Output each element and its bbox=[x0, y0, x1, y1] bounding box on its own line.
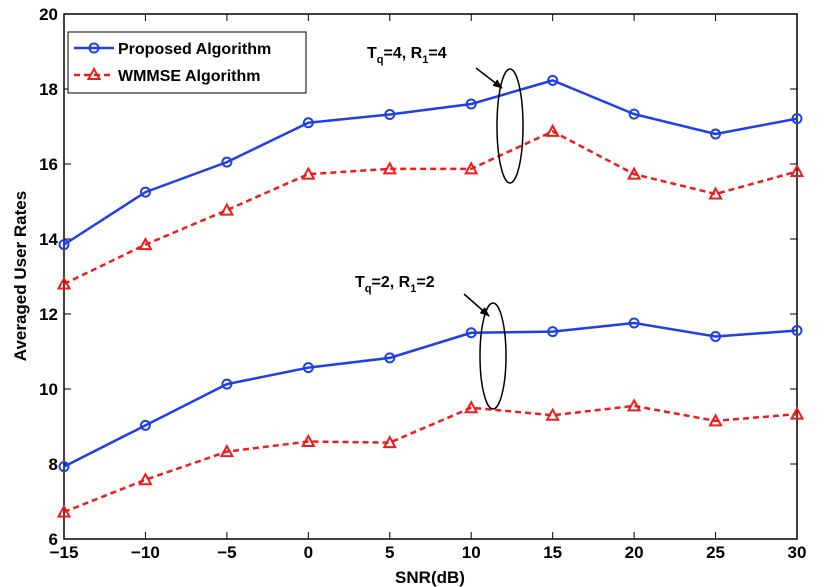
x-tick-label: 10 bbox=[462, 543, 481, 562]
legend-entry-wmmse: WMMSE Algorithm bbox=[74, 66, 261, 85]
data-point bbox=[626, 398, 642, 412]
data-point bbox=[56, 276, 72, 290]
y-tick-label: 12 bbox=[39, 305, 58, 324]
y-tick-label: 18 bbox=[39, 80, 58, 99]
data-point bbox=[138, 472, 153, 486]
data-point bbox=[384, 352, 396, 364]
x-tick-label: −15 bbox=[50, 543, 79, 562]
plot-area bbox=[63, 13, 798, 540]
data-point bbox=[791, 325, 803, 336]
data-point bbox=[219, 202, 235, 216]
data-point bbox=[547, 74, 559, 86]
series-line bbox=[63, 79, 798, 246]
y-tick-label: 16 bbox=[39, 155, 58, 174]
axes: −15 −10 −5 0 5 10 15 20 25 30 6 8 10 12 14 16 18 20 bbox=[39, 5, 806, 562]
data-point bbox=[219, 444, 235, 458]
series-line bbox=[63, 404, 798, 514]
data-point bbox=[56, 504, 72, 518]
data-point bbox=[628, 317, 640, 329]
series-wmmse-tq4 bbox=[56, 123, 805, 290]
data-point bbox=[545, 407, 560, 421]
y-tick-label: 14 bbox=[39, 230, 58, 249]
data-point bbox=[547, 326, 559, 338]
annotation-arrow bbox=[475, 67, 503, 89]
legend-circle-marker bbox=[88, 42, 100, 54]
data-point bbox=[464, 400, 479, 414]
data-point bbox=[464, 161, 479, 175]
data-point bbox=[221, 378, 233, 390]
series-line bbox=[63, 321, 798, 468]
data-point bbox=[301, 166, 316, 180]
data-point bbox=[301, 433, 316, 447]
x-tick-label: −10 bbox=[131, 543, 160, 562]
y-tick-label: 8 bbox=[49, 455, 58, 474]
data-point bbox=[626, 166, 642, 180]
data-point bbox=[58, 239, 70, 251]
data-point bbox=[708, 413, 723, 427]
legend-box bbox=[67, 31, 307, 94]
data-point bbox=[708, 186, 723, 200]
annotation-label: Tq=2, R1=2 bbox=[355, 274, 435, 295]
y-tick-label: 20 bbox=[39, 5, 58, 24]
series-line bbox=[63, 130, 798, 286]
data-point bbox=[465, 98, 477, 110]
x-tick-label: 30 bbox=[788, 543, 807, 562]
series-layer bbox=[56, 74, 805, 518]
data-point bbox=[221, 156, 233, 168]
legend-triangle-marker bbox=[86, 66, 102, 80]
y-tick-label: 10 bbox=[39, 380, 58, 399]
data-point bbox=[791, 113, 803, 125]
data-point bbox=[710, 128, 722, 140]
x-tick-label: 15 bbox=[543, 543, 562, 562]
legend: Proposed Algorithm WMMSE Algorithm bbox=[67, 31, 307, 94]
series-proposed-tq2 bbox=[58, 317, 803, 473]
x-tick-label: 25 bbox=[706, 543, 725, 562]
series-wmmse-tq2 bbox=[56, 398, 805, 518]
data-point bbox=[382, 435, 397, 449]
annotation-tq4-r14: Tq=4, R1=4 bbox=[367, 45, 524, 184]
series-proposed-tq4 bbox=[58, 74, 803, 251]
legend-label-proposed: Proposed Algorithm bbox=[118, 41, 271, 58]
data-point bbox=[465, 327, 477, 339]
data-point bbox=[302, 117, 314, 129]
x-axis-label: SNR(dB) bbox=[395, 568, 465, 587]
annotation-tq2-r12: Tq=2, R1=2 bbox=[355, 274, 507, 410]
data-point bbox=[545, 123, 560, 137]
data-point bbox=[628, 108, 640, 120]
data-point bbox=[302, 362, 314, 374]
data-point bbox=[382, 161, 397, 175]
data-point bbox=[710, 331, 722, 342]
y-tick-label: 6 bbox=[49, 530, 58, 549]
annotation-label: Tq=4, R1=4 bbox=[367, 45, 447, 66]
x-tick-label: 20 bbox=[625, 543, 644, 562]
y-axis-label: Averaged User Rates bbox=[11, 191, 30, 361]
x-tick-label: 0 bbox=[304, 543, 313, 562]
data-point bbox=[139, 186, 151, 198]
data-point bbox=[384, 109, 396, 120]
annotation-ellipse bbox=[496, 68, 524, 184]
data-point bbox=[789, 163, 805, 177]
legend-label-wmmse: WMMSE Algorithm bbox=[118, 68, 261, 85]
data-point bbox=[789, 406, 805, 420]
data-point bbox=[58, 461, 70, 473]
x-tick-label: 5 bbox=[385, 543, 394, 562]
legend-entry-proposed: Proposed Algorithm bbox=[74, 41, 271, 58]
data-point bbox=[139, 419, 151, 431]
annotation-ellipse bbox=[479, 302, 507, 410]
x-tick-label: −5 bbox=[217, 543, 236, 562]
data-point bbox=[138, 237, 153, 251]
